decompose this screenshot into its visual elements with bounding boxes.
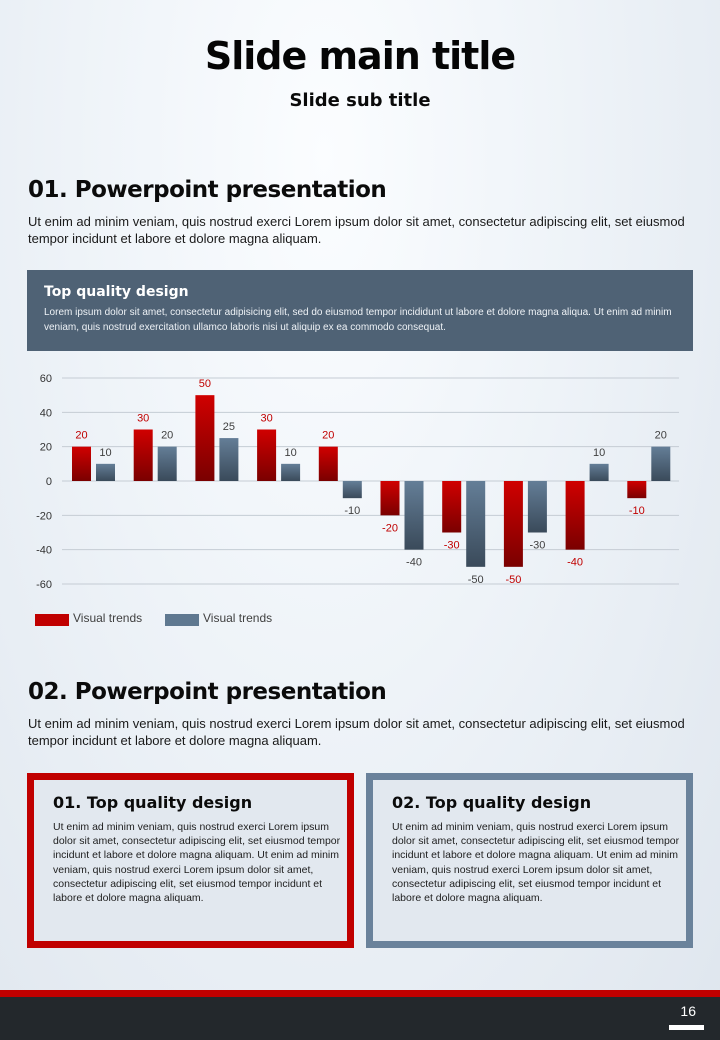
data-label-series-2: -40 xyxy=(406,557,422,569)
legend-swatch-gray xyxy=(165,614,199,626)
bar-series-2 xyxy=(281,463,301,481)
chart-legend: Visual trends Visual trends xyxy=(35,611,272,626)
data-label-series-1: 30 xyxy=(137,413,149,425)
data-label-series-2: 10 xyxy=(593,447,605,459)
slide-main-title: Slide main title xyxy=(204,34,516,78)
card-1-title: 01. Top quality design xyxy=(53,793,253,812)
bar-series-2 xyxy=(466,481,486,567)
section-1-text: Ut enim ad minim veniam, quis nostrud ex… xyxy=(28,214,685,246)
data-label-series-2: 20 xyxy=(161,430,173,442)
bar-series-2 xyxy=(96,463,115,481)
data-label-series-2: -30 xyxy=(529,540,545,552)
y-tick-label: -40 xyxy=(36,545,52,557)
data-label-series-1: 20 xyxy=(322,430,334,442)
data-label-series-1: 20 xyxy=(75,430,87,442)
page-number-underline xyxy=(669,1025,704,1030)
y-tick-label: -60 xyxy=(36,579,52,591)
banner-text: Lorem ipsum dolor sit amet, consectetur … xyxy=(44,307,672,333)
card-2-title: 02. Top quality design xyxy=(392,793,592,812)
bar-series-2 xyxy=(651,446,671,481)
section-2-heading: 02. Powerpoint presentation xyxy=(28,679,387,705)
chart-bars xyxy=(72,395,671,567)
legend-label-series-1: Visual trends xyxy=(73,611,142,625)
bar-series-1 xyxy=(133,429,153,481)
bar-series-1 xyxy=(257,429,277,481)
data-label-series-1: -40 xyxy=(567,557,583,569)
card-2-text: Ut enim ad minim veniam, quis nostrud ex… xyxy=(392,821,680,905)
bar-series-1 xyxy=(318,446,338,481)
bar-series-1 xyxy=(503,481,523,567)
data-label-series-2: -10 xyxy=(344,505,360,517)
data-label-series-1: -30 xyxy=(444,540,460,552)
bar-series-1 xyxy=(380,481,400,516)
legend-swatch-red xyxy=(35,614,69,626)
bar-series-1 xyxy=(627,481,647,499)
y-tick-label: -20 xyxy=(36,510,52,522)
bar-chart: 60 40 20 0 -20 -40 -60 20 30 50 30 20 -20 -30 -50 -40 -… xyxy=(35,373,679,626)
info-banner: Top quality design Lorem ipsum dolor sit… xyxy=(27,270,693,351)
y-tick-label: 0 xyxy=(46,476,52,488)
bar-series-2 xyxy=(157,446,177,481)
data-label-series-2: 20 xyxy=(655,430,667,442)
slide-sub-title: Slide sub title xyxy=(289,90,431,111)
data-label-series-2: 10 xyxy=(99,447,111,459)
bar-series-2 xyxy=(589,463,609,481)
chart-y-axis: 60 40 20 0 -20 -40 -60 xyxy=(36,373,52,591)
chart-data-labels: 20 30 50 30 20 -20 -30 -50 -40 -10 10 20 25 10 -10 -40 -… xyxy=(75,378,667,586)
section-1-heading: 01. Powerpoint presentation xyxy=(28,177,387,203)
bar-series-1 xyxy=(565,481,585,550)
card-1: 01. Top quality design Ut enim ad minim … xyxy=(27,773,354,948)
data-label-series-2: 10 xyxy=(284,447,296,459)
card-1-text: Ut enim ad minim veniam, quis nostrud ex… xyxy=(53,821,341,905)
data-label-series-2: 25 xyxy=(223,421,235,433)
bar-series-2 xyxy=(404,481,424,550)
card-2: 02. Top quality design Ut enim ad minim … xyxy=(366,773,693,948)
y-tick-label: 40 xyxy=(40,407,52,419)
data-label-series-1: -10 xyxy=(629,505,645,517)
y-tick-label: 60 xyxy=(40,373,52,385)
bar-series-2 xyxy=(219,438,239,481)
bar-series-2 xyxy=(342,481,362,499)
bar-series-2 xyxy=(527,481,547,533)
section-2-text: Ut enim ad minim veniam, quis nostrud ex… xyxy=(28,716,685,748)
footer-accent-bar xyxy=(0,990,720,997)
bar-series-1 xyxy=(442,481,462,533)
footer-bar xyxy=(0,997,720,1040)
y-tick-label: 20 xyxy=(40,442,52,454)
data-label-series-2: -50 xyxy=(468,574,484,586)
data-label-series-1: 30 xyxy=(260,413,272,425)
page-number: 16 xyxy=(680,1003,696,1019)
data-label-series-1: -20 xyxy=(382,522,398,534)
data-label-series-1: -50 xyxy=(505,574,521,586)
legend-label-series-2: Visual trends xyxy=(203,611,272,625)
chart-gridlines xyxy=(62,377,679,585)
bar-series-1 xyxy=(72,446,91,481)
bar-series-1 xyxy=(195,395,215,481)
data-label-series-1: 50 xyxy=(199,378,211,390)
banner-title: Top quality design xyxy=(44,284,189,300)
